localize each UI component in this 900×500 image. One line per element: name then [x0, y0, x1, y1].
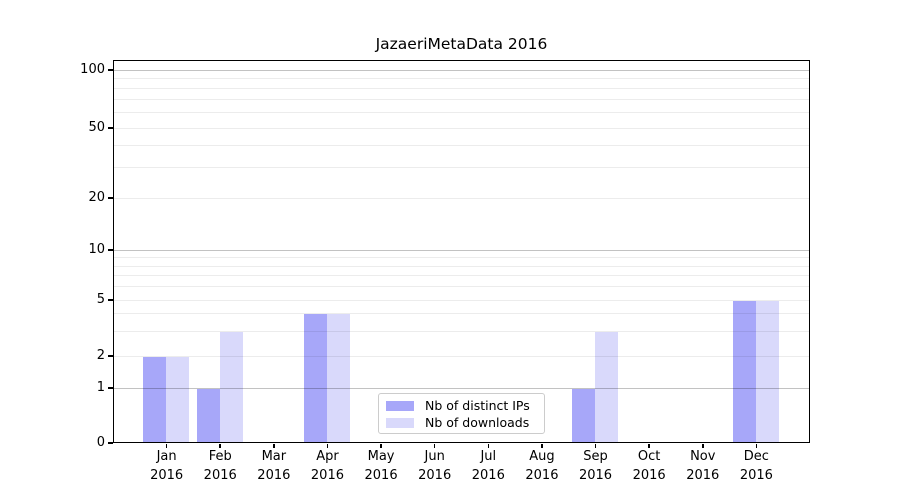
x-tick-label-sep: Sep 2016 — [578, 449, 613, 483]
x-tick-label-dec: Dec 2016 — [739, 449, 773, 483]
legend-entry-distinct-ips: Nb of distinct IPs — [386, 397, 544, 414]
x-tick-label-oct: Oct 2016 — [632, 449, 666, 483]
x-axis-tick — [487, 443, 490, 448]
y-axis-tick — [108, 127, 113, 129]
major-gridline — [114, 249, 809, 251]
y-tick-label: 100 — [80, 62, 105, 77]
bar-downloads-feb — [219, 331, 243, 442]
bar-downloads-apr — [326, 314, 350, 442]
y-tick-label: 1 — [96, 380, 105, 395]
minor-gridline — [114, 99, 809, 101]
x-tick-label-jul: Jul 2016 — [471, 449, 505, 483]
bar-distinct-ips-feb — [196, 388, 220, 442]
minor-gridline — [114, 299, 809, 301]
legend-swatch-downloads — [386, 417, 414, 428]
y-axis-tick — [108, 69, 113, 71]
x-axis-tick — [165, 443, 168, 448]
minor-gridline — [114, 112, 809, 114]
x-tick-label-apr: Apr 2016 — [310, 449, 344, 483]
legend-swatch-distinct-ips — [386, 400, 414, 411]
y-tick-label: 20 — [88, 190, 105, 205]
x-axis-tick — [702, 443, 704, 448]
x-tick-label-nov: Nov 2016 — [686, 449, 720, 483]
y-axis-tick — [108, 442, 113, 444]
legend-label-distinct-ips: Nb of distinct IPs — [425, 398, 530, 413]
y-axis-tick — [108, 299, 113, 301]
y-tick-label: 10 — [88, 242, 105, 257]
y-axis-tick — [108, 249, 113, 251]
minor-gridline — [114, 78, 809, 80]
minor-gridline — [114, 265, 809, 267]
bar-distinct-ips-apr — [303, 314, 327, 442]
y-axis-tick — [108, 197, 113, 199]
y-tick-label: 50 — [88, 120, 105, 135]
major-gridline — [114, 387, 809, 389]
x-axis-tick — [755, 443, 758, 448]
minor-gridline — [114, 257, 809, 259]
x-axis-tick — [219, 443, 221, 448]
chart-title: JazaeriMetaData 2016 — [375, 35, 548, 53]
plot-area — [113, 60, 810, 443]
x-axis-tick — [380, 443, 382, 448]
y-axis-tick — [108, 355, 113, 357]
x-tick-label-jun: Jun 2016 — [418, 449, 452, 483]
minor-gridline — [114, 313, 809, 315]
bar-distinct-ips-sep — [572, 388, 596, 442]
minor-gridline — [114, 330, 809, 332]
bar-distinct-ips-jan — [143, 356, 167, 442]
bar-downloads-dec — [755, 300, 779, 442]
legend: Nb of distinct IPs Nb of downloads — [378, 393, 545, 434]
y-tick-label: 0 — [96, 435, 105, 450]
x-axis-tick — [541, 443, 543, 448]
x-tick-label-mar: Mar 2016 — [257, 449, 291, 483]
x-axis-tick — [433, 443, 436, 448]
x-tick-label-jan: Jan 2016 — [150, 449, 184, 483]
x-axis-tick — [594, 443, 597, 448]
y-tick-label: 5 — [96, 292, 105, 307]
bar-downloads-sep — [595, 331, 619, 442]
x-axis-tick — [273, 443, 275, 448]
minor-gridline — [114, 197, 809, 199]
x-axis-tick — [326, 443, 329, 448]
minor-gridline — [114, 127, 809, 129]
x-tick-label-aug: Aug 2016 — [525, 449, 559, 483]
y-tick-label: 2 — [96, 348, 105, 363]
minor-gridline — [114, 355, 809, 357]
bar-downloads-jan — [166, 356, 190, 442]
minor-gridline — [114, 275, 809, 277]
major-gridline — [114, 69, 809, 71]
x-tick-label-feb: Feb 2016 — [203, 449, 237, 483]
minor-gridline — [114, 286, 809, 288]
y-axis-tick — [108, 387, 113, 389]
legend-entry-downloads: Nb of downloads — [386, 414, 544, 431]
bar-distinct-ips-dec — [732, 300, 756, 442]
legend-label-downloads: Nb of downloads — [425, 415, 530, 430]
x-tick-label-may: May 2016 — [364, 449, 398, 483]
minor-gridline — [114, 88, 809, 90]
x-axis-tick — [648, 443, 650, 448]
minor-gridline — [114, 144, 809, 146]
minor-gridline — [114, 166, 809, 168]
